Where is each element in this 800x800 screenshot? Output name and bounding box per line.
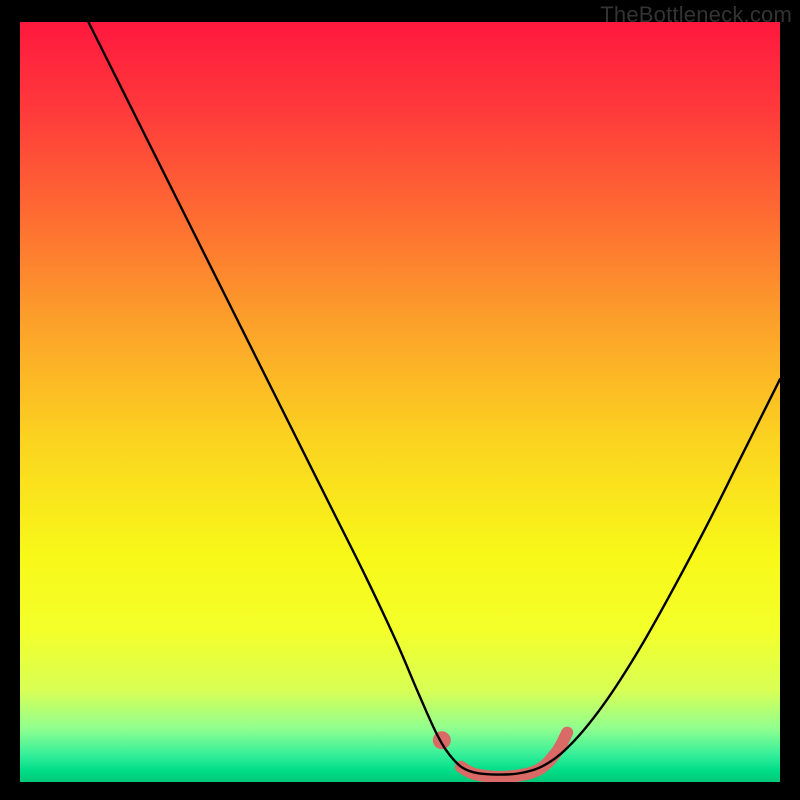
- bottleneck-chart: [0, 0, 800, 800]
- watermark-text: TheBottleneck.com: [600, 2, 792, 28]
- chart-container: TheBottleneck.com: [0, 0, 800, 800]
- gradient-background: [20, 22, 780, 782]
